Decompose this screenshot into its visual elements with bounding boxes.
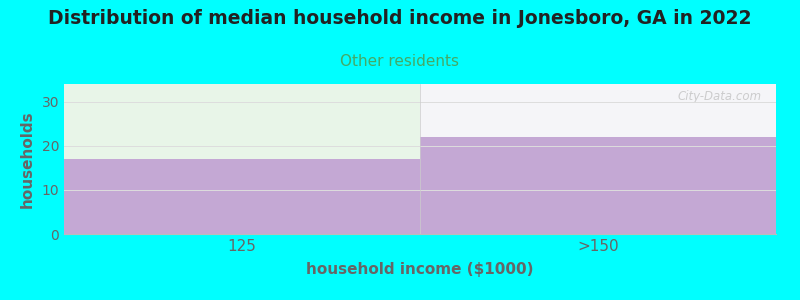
Text: Distribution of median household income in Jonesboro, GA in 2022: Distribution of median household income … xyxy=(48,9,752,28)
Text: City-Data.com: City-Data.com xyxy=(678,90,762,103)
Text: Other residents: Other residents xyxy=(341,54,459,69)
Y-axis label: households: households xyxy=(19,110,34,208)
X-axis label: household income ($1000): household income ($1000) xyxy=(306,262,534,277)
